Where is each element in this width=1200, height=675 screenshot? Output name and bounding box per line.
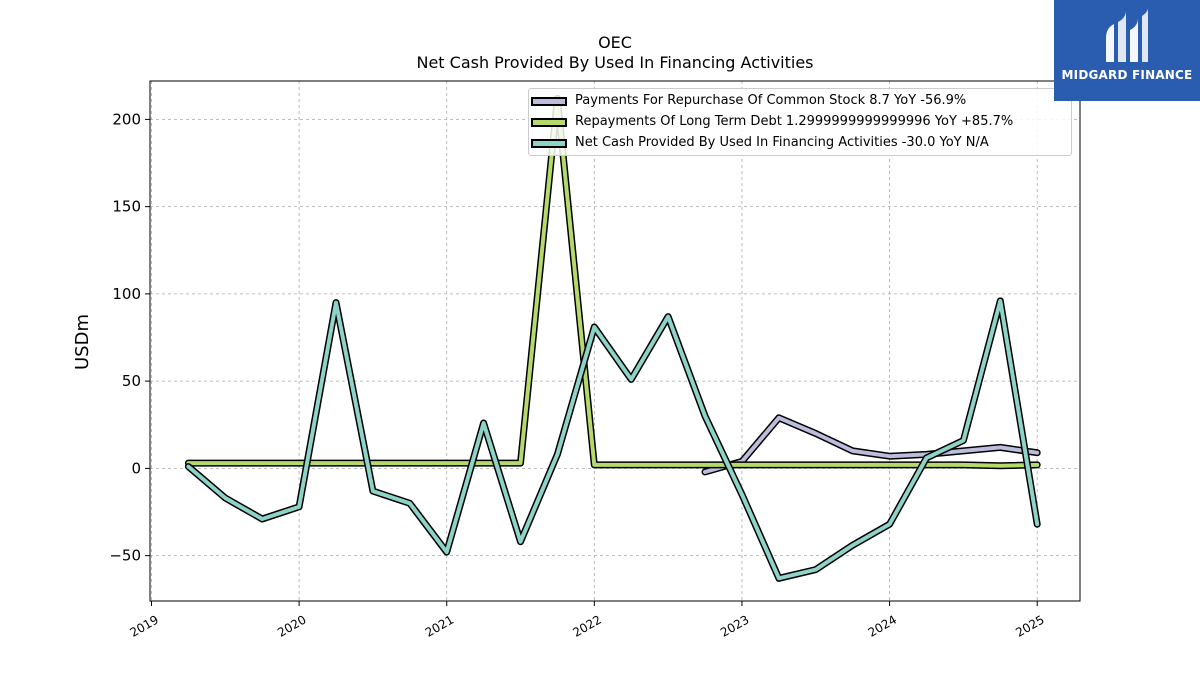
legend-swatch <box>531 118 567 127</box>
legend-item-debt-repayment: Repayments Of Long Term Debt 1.299999999… <box>529 112 1071 132</box>
y-tick-label: 50 <box>122 372 141 390</box>
x-tick-label: 2025 <box>1013 612 1046 639</box>
legend-label: Net Cash Provided By Used In Financing A… <box>575 135 989 150</box>
legend-item-net-financing: Net Cash Provided By Used In Financing A… <box>529 133 1071 153</box>
chart-title: Net Cash Provided By Used In Financing A… <box>416 53 814 72</box>
legend-swatch <box>531 97 567 106</box>
y-tick-label: 100 <box>112 285 141 303</box>
series-line-0 <box>703 415 1040 474</box>
chart-ticker: OEC <box>598 33 632 52</box>
y-tick-label: −50 <box>109 547 141 565</box>
y-axis: −50 0 50 100 150 200 <box>109 110 150 565</box>
legend-swatch <box>531 139 567 148</box>
x-tick-label: 2023 <box>718 612 751 639</box>
y-axis-label: USDm <box>72 314 93 370</box>
y-tick-label: 150 <box>112 198 141 216</box>
legend-label: Repayments Of Long Term Debt 1.299999999… <box>575 114 1014 129</box>
series-outline-2 <box>184 297 1041 582</box>
series-line-1 <box>186 96 1040 468</box>
x-tick-label: 2019 <box>128 612 161 639</box>
x-tick-label: 2020 <box>275 612 308 639</box>
x-axis: 2019 2020 2021 2022 2023 2024 2025 <box>128 601 1047 640</box>
logo-text: MIDGARD FINANCE <box>1061 68 1193 82</box>
legend-item-repurchase: Payments For Repurchase Of Common Stock … <box>529 91 1071 111</box>
y-tick-label: 0 <box>131 459 141 477</box>
logo-mark-icon <box>1106 8 1148 62</box>
series-lines <box>184 94 1041 582</box>
brand-logo: MIDGARD FINANCE <box>1054 0 1200 101</box>
series-line-2 <box>186 298 1040 581</box>
plot-frame <box>149 80 1081 602</box>
legend: Payments For Repurchase Of Common Stock … <box>528 88 1072 156</box>
x-tick-label: 2024 <box>866 612 899 639</box>
legend-label: Payments For Repurchase Of Common Stock … <box>575 93 967 108</box>
grid <box>150 81 1080 601</box>
x-tick-label: 2022 <box>570 612 603 639</box>
y-tick-label: 200 <box>112 110 141 128</box>
x-tick-label: 2021 <box>423 612 456 639</box>
